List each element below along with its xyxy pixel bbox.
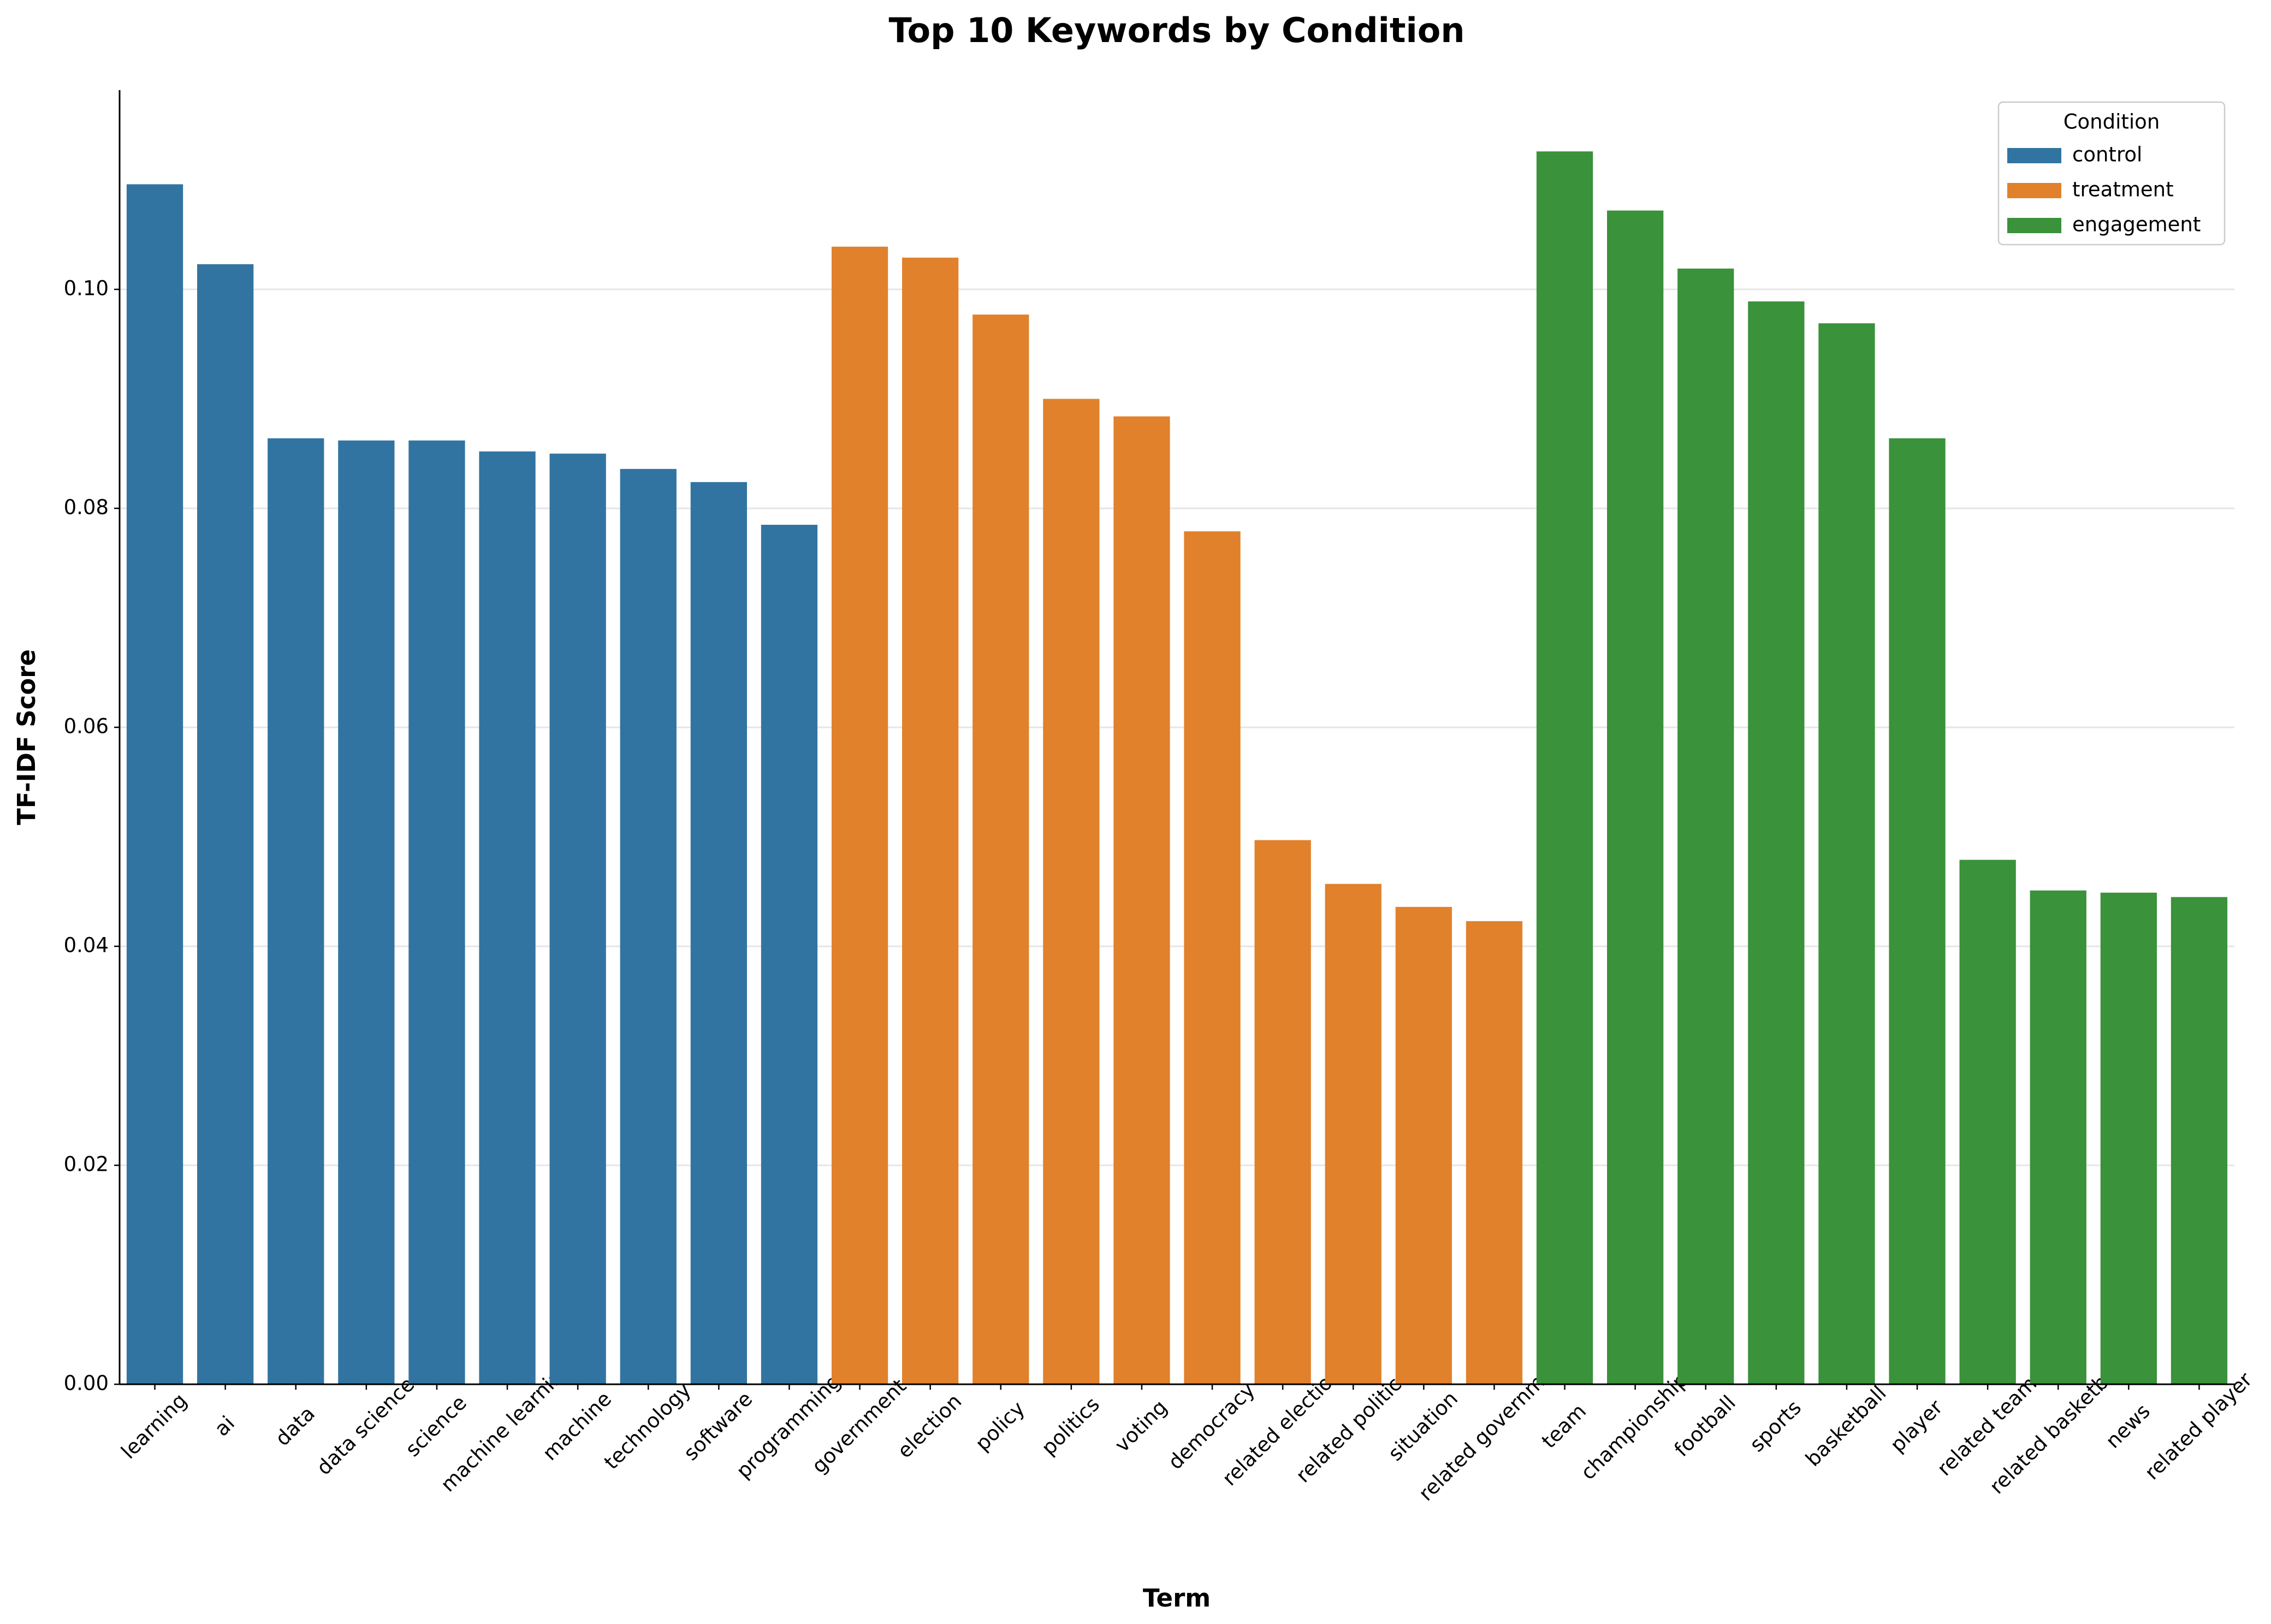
- bar: [902, 257, 959, 1385]
- x-tick-label: basketball: [1801, 1381, 1890, 1471]
- x-tick-label: technology: [600, 1378, 696, 1474]
- bar: [1254, 840, 1311, 1384]
- x-tick-label: news: [2101, 1400, 2155, 1453]
- bar: [1818, 323, 1875, 1384]
- y-tick-label: 0.08: [64, 495, 109, 519]
- bar: [2030, 890, 2086, 1384]
- bar: [549, 453, 606, 1384]
- bar: [1889, 438, 1946, 1384]
- bar: [338, 440, 395, 1384]
- x-tick-label: player: [1885, 1395, 1947, 1457]
- bar: [620, 469, 677, 1384]
- bar: [1607, 210, 1664, 1385]
- x-tick-label: learning: [117, 1389, 192, 1463]
- bar: [408, 440, 465, 1384]
- x-tick-label: championship: [1576, 1368, 1693, 1484]
- bar: [1677, 268, 1734, 1385]
- x-tick-label: politics: [1037, 1392, 1104, 1460]
- bar: [479, 451, 536, 1385]
- bar: [1536, 151, 1593, 1385]
- y-tick-label: 0.06: [64, 714, 109, 738]
- bar: [973, 315, 1029, 1385]
- chart-title: Top 10 Keywords by Condition: [888, 10, 1464, 50]
- legend-box: [1997, 101, 2226, 246]
- y-tick-label: 0.10: [64, 276, 109, 300]
- legend-swatch: [2007, 183, 2061, 198]
- legend-label: control: [2072, 143, 2142, 167]
- y-tick-label: 0.02: [64, 1152, 109, 1176]
- bar: [1959, 860, 2016, 1384]
- legend-swatch: [2007, 218, 2061, 233]
- bar: [1113, 416, 1170, 1384]
- y-axis-label: TF-IDF Score: [12, 649, 41, 825]
- bar: [1184, 531, 1241, 1385]
- bar: [268, 438, 324, 1384]
- bar: [2100, 892, 2157, 1384]
- bar: [1395, 906, 1452, 1384]
- x-tick-label: sports: [1745, 1396, 1806, 1456]
- bar: [831, 246, 888, 1385]
- bar: [126, 184, 183, 1385]
- legend-swatch: [2007, 148, 2061, 163]
- x-tick-label: ai: [210, 1412, 239, 1441]
- bar: [1466, 921, 1523, 1384]
- legend-label: engagement: [2072, 213, 2201, 236]
- x-tick-label: voting: [1110, 1395, 1172, 1457]
- x-axis-label: Term: [1143, 1584, 1211, 1613]
- x-tick-label: data: [271, 1402, 319, 1450]
- x-tick-label: data science: [312, 1373, 419, 1480]
- bar: [197, 264, 254, 1384]
- bar: [1748, 301, 1805, 1384]
- legend-label: treatment: [2072, 178, 2174, 201]
- x-tick-label: science: [401, 1391, 471, 1461]
- bar: [1043, 399, 1100, 1385]
- x-tick-label: team: [1537, 1399, 1591, 1453]
- legend-title: Condition: [2064, 110, 2160, 134]
- x-tick-label: policy: [971, 1397, 1029, 1455]
- y-tick-label: 0.00: [64, 1372, 109, 1395]
- x-tick-label: election: [893, 1389, 966, 1462]
- bar: [1325, 884, 1381, 1384]
- bar: [2171, 897, 2228, 1384]
- y-tick-label: 0.04: [64, 933, 109, 957]
- bar: [690, 482, 747, 1384]
- x-tick-label: football: [1670, 1391, 1740, 1461]
- bar: [761, 525, 818, 1384]
